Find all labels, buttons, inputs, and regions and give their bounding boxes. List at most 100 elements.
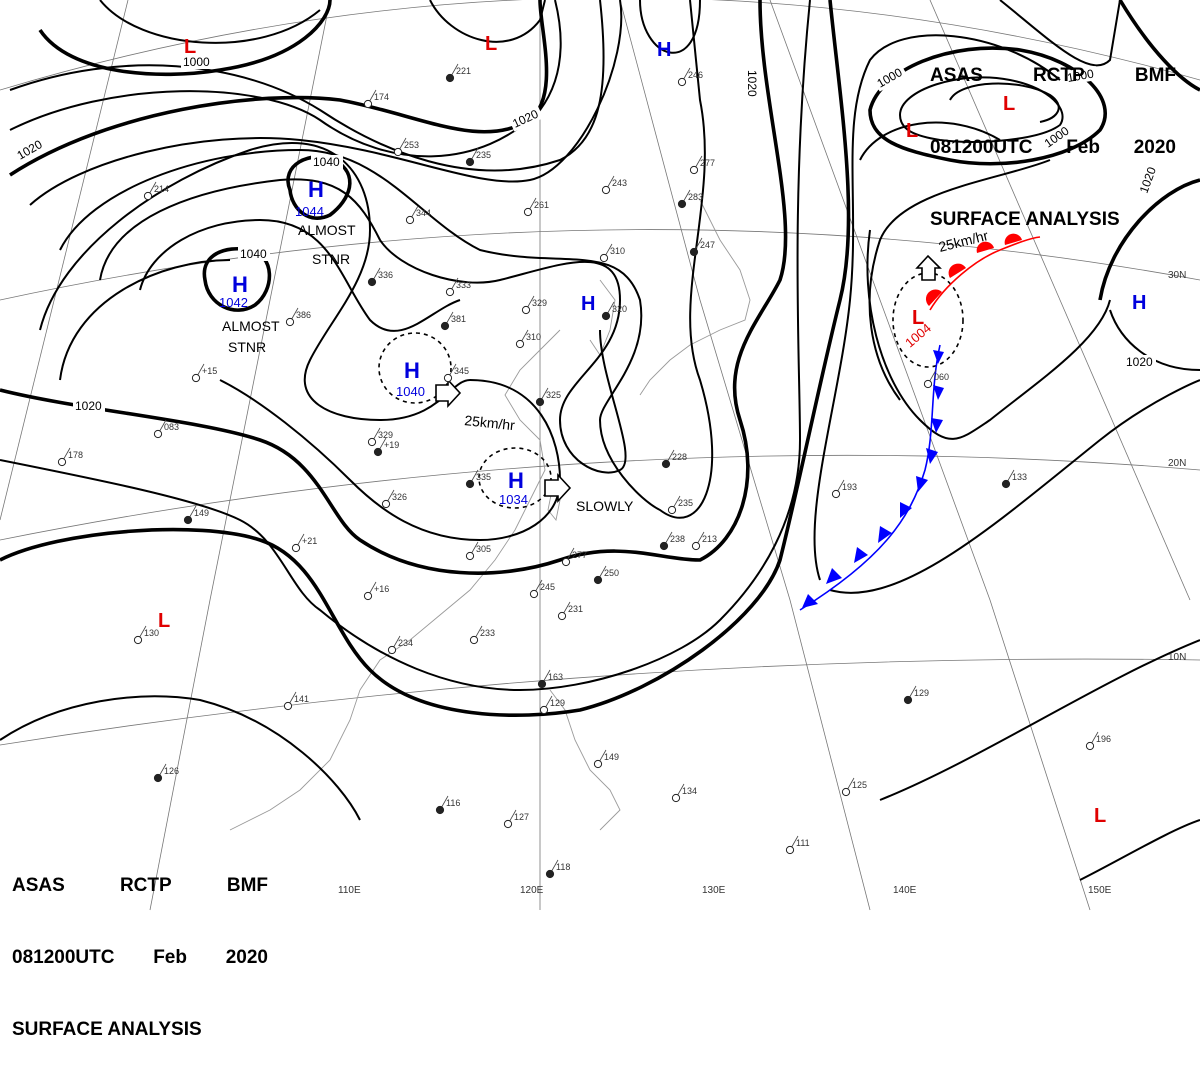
station-plot: 326 [381,489,407,509]
high-centers: H 1044 H 1042 H 1040 H 1034 H H H [219,39,1146,507]
station-circle [443,373,453,383]
header-month: Feb [1066,137,1100,158]
isobar [99,0,321,44]
station-circle [363,99,373,109]
station-value: 235 [678,498,693,508]
isobar [949,82,1060,123]
annotation-text: STNR [228,339,266,355]
station-value: +19 [384,440,399,450]
weather-map: 221 174 253 235 214 344 336 333 329 320 310 386 381 3… [0,0,1200,911]
station-value: 214 [154,184,169,194]
station-value: 326 [392,492,407,502]
isobar [59,259,231,381]
station-circle [601,311,611,321]
station-circle [1001,479,1011,489]
station-plot: 329 [521,295,547,315]
station-plot: 133 [1001,469,1027,489]
station-plot: 129 [539,695,565,715]
station-value: 196 [1096,734,1111,744]
station-value: 231 [568,604,583,614]
station-circle [831,489,841,499]
dashed-circle [478,447,552,509]
station-circle [677,199,687,209]
header-top-right: ASAS RCTP BMF 081200UTC Feb 2020 SURFACE ANA… [930,16,1176,256]
isobar [1118,0,1200,92]
station-value: +16 [374,584,389,594]
station-value: 336 [378,270,393,280]
station-value: 234 [398,638,413,648]
station-circle [903,695,913,705]
station-circle [677,77,687,87]
isobar [9,0,605,172]
station-plot: 335 [465,469,491,489]
station-value: 335 [476,472,491,482]
lon-label: 150E [1088,885,1112,896]
station-value: 213 [702,534,717,544]
header-bottom-left: ASAS RCTP BMF 081200UTC Feb 2020 SURFACE ANA… [12,826,268,1066]
station-circle [691,541,701,551]
cold-front-triangles [802,350,944,608]
isobar [202,247,272,312]
isobar [898,76,1064,143]
station-circle [405,215,415,225]
high-symbol: H [308,177,324,202]
station-circle [545,869,555,879]
station-plot: 245 [529,579,555,599]
station-plot: 235 [465,147,491,167]
station-plot: 247 [689,237,715,257]
station-plot: 163 [537,669,563,689]
station-circle [841,787,851,797]
station-plot: 250 [593,565,619,585]
station-plot: 329 [367,427,393,447]
station-circle [537,679,547,689]
station-value: 238 [670,534,685,544]
station-plot: 214 [143,181,169,201]
meridian-140e [769,0,1091,911]
header-time: 081200UTC [930,137,1033,158]
station-plot: 149 [593,749,619,769]
station-circle [601,185,611,195]
station-value: 129 [914,688,929,698]
station-plot: +19 [373,437,399,457]
station-plot: 333 [445,277,471,297]
isobar [829,379,1200,594]
station-circle [593,575,603,585]
isobar [39,141,562,542]
station-plot: 277 [561,547,587,567]
header-time: 081200UTC [12,947,115,968]
station-plot: 235 [667,495,693,515]
station-value: 329 [532,298,547,308]
station-value: 320 [612,304,627,314]
station-plot: +21 [291,533,317,553]
station-circle [503,819,513,829]
station-value: +21 [302,536,317,546]
grid-labels: 110E 120E 130E 140E 150E 30N 20N 10N [338,270,1186,896]
annotation-text: SLOWLY [576,498,634,514]
isobar-label: 1020 [75,399,102,413]
high-symbol: H [404,358,420,383]
parallel-10n [0,658,1200,746]
philippines-coast [549,689,621,831]
high-symbol: H [508,468,524,493]
station-circle [153,429,163,439]
station-plot: 178 [57,447,83,467]
isobar [859,121,1001,161]
station-circle [661,459,671,469]
station-plot: 118 [545,859,570,879]
station-value: 310 [526,332,541,342]
header-year: 2020 [225,947,268,968]
annotation-text: STNR [312,251,350,267]
header-title: SURFACE ANALYSIS [12,1019,202,1040]
station-circle [285,317,295,327]
station-circle [469,635,479,645]
warm-front-semicircles [925,233,1022,306]
station-plot: 116 [435,795,460,815]
low-symbol: L [912,307,924,329]
isobar [9,0,549,177]
station-plot: 386 [285,307,311,327]
high-value: 1042 [219,295,248,310]
station-plot: 305 [465,541,491,561]
annotation-text: 25km/hr [464,412,516,433]
lon-label: 130E [702,885,726,896]
station-value: 333 [456,280,471,290]
